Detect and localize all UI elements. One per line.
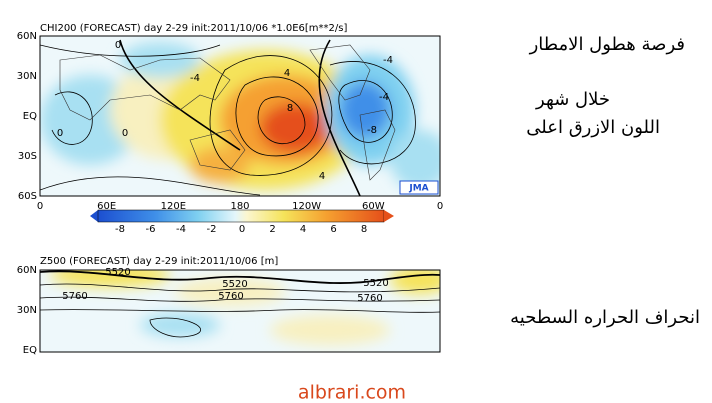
contour-label: 5520 <box>105 267 130 278</box>
colorbar-label: -4 <box>176 224 186 235</box>
note: فرصة هطول الامطار <box>529 34 685 55</box>
colorbar-label: 0 <box>239 224 245 235</box>
map-forecast-chi200 <box>40 36 440 196</box>
colorbar-label: 6 <box>330 224 336 235</box>
lon-label: 0 <box>37 201 43 212</box>
contour-label: 4 <box>284 68 290 79</box>
map-frame <box>39 269 441 353</box>
footer: albrari.com <box>298 382 406 403</box>
panel-title: CHI200 (FORECAST) day 2-29 init:2011/10/… <box>40 23 347 34</box>
contour-label: 5760 <box>62 291 87 302</box>
colorbar-label: 2 <box>269 224 275 235</box>
contour-label: 5520 <box>363 278 388 289</box>
map-forecast-z500 <box>40 270 440 352</box>
colorbar-label: -8 <box>115 224 125 235</box>
lat-label: 60S <box>18 191 37 202</box>
lat-label: 30S <box>18 151 37 162</box>
lon-label: 120E <box>161 201 186 212</box>
note: اللون الازرق اعلى <box>526 117 660 138</box>
contour-label: 5760 <box>357 293 382 304</box>
colorbar-end <box>384 210 394 222</box>
map-frame <box>39 35 441 197</box>
logo-box <box>399 180 439 195</box>
contour-label: -4 <box>379 92 389 103</box>
contour-label: 4 <box>319 171 325 182</box>
contour-label: 8 <box>287 103 293 114</box>
colorbar-label: -2 <box>207 224 217 235</box>
lat-label: 60N <box>17 31 37 42</box>
lon-label: 60E <box>97 201 116 212</box>
note: انحراف الحراره السطحيه <box>510 307 700 328</box>
lon-label: 180 <box>230 201 249 212</box>
panel-title: Z500 (FORECAST) day 2-29 init:2011/10/06… <box>40 256 278 267</box>
contour-label: 5760 <box>218 291 243 302</box>
lat-label: 30N <box>17 305 37 316</box>
logo: JMA <box>408 184 428 194</box>
colorbar-label: 4 <box>300 224 306 235</box>
contour-label: 0 <box>57 128 63 139</box>
lat-label: 60N <box>17 265 37 276</box>
colorbar-label: 8 <box>361 224 367 235</box>
lon-label: 0 <box>437 201 443 212</box>
contour-label: -8 <box>367 125 377 136</box>
lon-label: 120W <box>292 201 321 212</box>
lat-label: EQ <box>23 111 37 122</box>
colorbar-end <box>90 210 98 222</box>
lat-label: 30N <box>17 71 37 82</box>
contour-label: 5520 <box>222 279 247 290</box>
lon-label: 60W <box>362 201 385 212</box>
contour-label: -4 <box>383 55 393 66</box>
colorbar-label: -6 <box>146 224 156 235</box>
contour-label: 0 <box>122 128 128 139</box>
contour-label: 0 <box>115 40 121 51</box>
lat-label: EQ <box>23 345 37 356</box>
note: خلال شهر <box>535 89 610 110</box>
contour-label: -4 <box>190 73 200 84</box>
